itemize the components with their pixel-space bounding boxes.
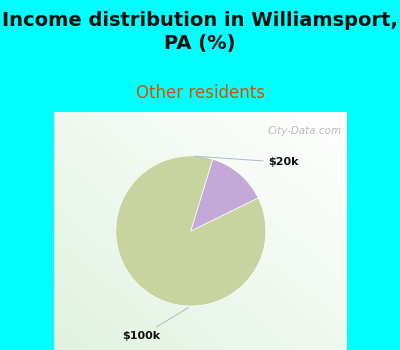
Wedge shape xyxy=(116,156,266,306)
Wedge shape xyxy=(191,159,258,231)
Text: Other residents: Other residents xyxy=(136,84,264,102)
Text: $100k: $100k xyxy=(122,308,188,341)
Text: $20k: $20k xyxy=(194,156,299,167)
Text: Income distribution in Williamsport,
PA (%): Income distribution in Williamsport, PA … xyxy=(2,10,398,53)
Text: City-Data.com: City-Data.com xyxy=(268,126,342,136)
